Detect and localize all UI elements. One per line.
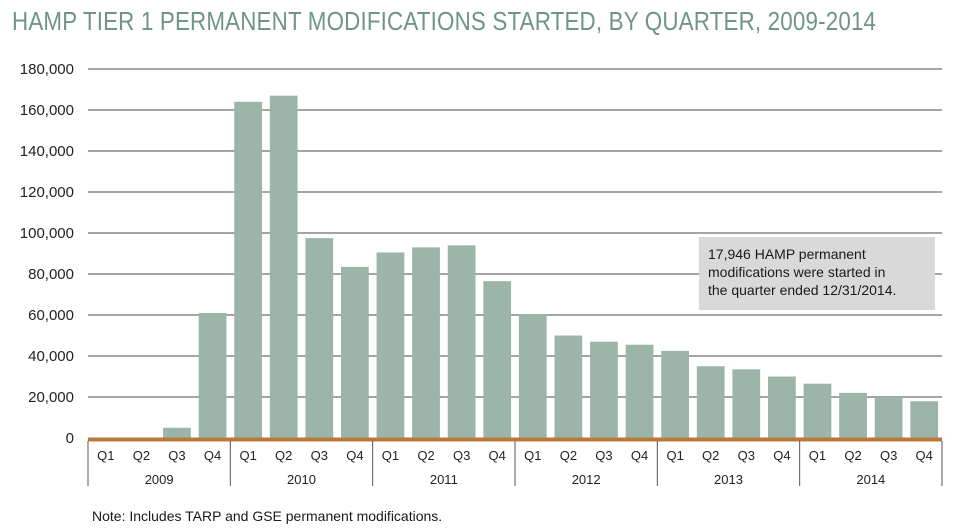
bar <box>590 341 618 438</box>
bar-chart: 0 20,000 40,000 60,000 80,000 100,000 120,000 1… <box>20 61 943 487</box>
y-tick-label: 0 <box>66 430 74 447</box>
x-tick-label: Q1 <box>382 448 399 463</box>
bar <box>412 247 440 438</box>
x-tick-label: Q2 <box>417 448 434 463</box>
x-tick-label: Q3 <box>311 448 328 463</box>
bar <box>803 383 832 438</box>
bar <box>661 350 690 438</box>
y-tick-label: 60,000 <box>28 307 74 324</box>
year-label: 2009 <box>145 472 174 487</box>
bar <box>234 101 263 439</box>
x-tick-label: Q2 <box>275 448 292 463</box>
bar <box>625 344 654 438</box>
x-tick-label: Q2 <box>844 448 861 463</box>
y-tick-label: 80,000 <box>28 266 74 283</box>
bar <box>874 397 903 438</box>
y-tick-label: 40,000 <box>28 348 74 365</box>
x-tick-label: Q1 <box>524 448 541 463</box>
bar <box>767 376 796 438</box>
x-tick-label: Q3 <box>595 448 612 463</box>
x-tick-label: Q1 <box>666 448 683 463</box>
x-tick-label: Q3 <box>168 448 185 463</box>
year-label: 2010 <box>287 472 316 487</box>
bar <box>483 281 512 438</box>
bar <box>447 245 476 438</box>
bar <box>163 427 191 438</box>
bar <box>198 312 227 438</box>
x-axis: Q1 Q2 Q3 Q4 Q1 Q2 Q3 Q4 Q1 Q2 Q3 Q4 Q1 Q2 Q3 Q4 Q1 Q2 Q3 Q4… <box>87 437 943 487</box>
bar <box>340 266 369 438</box>
bar <box>732 369 761 438</box>
annotation-callout: 17,946 HAMP permanent modifications were… <box>699 237 935 310</box>
x-tick-label: Q4 <box>631 448 648 463</box>
y-tick-label: 140,000 <box>20 143 74 160</box>
x-tick-label: Q2 <box>702 448 719 463</box>
bar <box>839 392 867 438</box>
y-tick-label: 20,000 <box>28 389 74 406</box>
bar <box>518 313 547 438</box>
x-tick-label: Q4 <box>773 448 790 463</box>
y-tick-label: 160,000 <box>20 102 74 119</box>
bar <box>554 335 583 438</box>
bars <box>163 95 939 439</box>
chart-note: Note: Includes TARP and GSE permanent mo… <box>92 508 443 524</box>
annotation-line-1: 17,946 HAMP permanent <box>708 246 866 262</box>
bar <box>376 252 405 438</box>
y-tick-label: 100,000 <box>20 225 74 242</box>
y-axis-ticks: 0 20,000 40,000 60,000 80,000 100,000 120,000 1… <box>20 61 74 447</box>
bar <box>269 95 298 439</box>
x-tick-label: Q2 <box>133 448 150 463</box>
year-label: 2014 <box>856 472 885 487</box>
x-tick-label: Q4 <box>916 448 933 463</box>
year-label: 2013 <box>714 472 743 487</box>
x-tick-label: Q4 <box>489 448 506 463</box>
y-tick-label: 180,000 <box>20 61 74 78</box>
bar <box>696 366 725 438</box>
chart-title: HAMP TIER 1 PERMANENT MODIFICATIONS STAR… <box>12 6 877 36</box>
annotation-line-2: modifications were started in <box>708 264 886 280</box>
x-tick-label: Q4 <box>204 448 221 463</box>
x-tick-label: Q4 <box>346 448 363 463</box>
x-tick-label: Q1 <box>239 448 256 463</box>
x-tick-label: Q3 <box>738 448 755 463</box>
year-label: 2012 <box>572 472 601 487</box>
year-label: 2011 <box>430 472 458 487</box>
y-tick-label: 120,000 <box>20 184 74 201</box>
gridlines <box>88 68 942 398</box>
x-tick-label: Q1 <box>97 448 114 463</box>
bar <box>910 401 939 438</box>
bar <box>305 238 334 438</box>
x-tick-label: Q2 <box>560 448 577 463</box>
x-tick-label: Q3 <box>453 448 470 463</box>
annotation-line-3: the quarter ended 12/31/2014. <box>708 282 897 298</box>
x-tick-label: Q3 <box>880 448 897 463</box>
x-tick-label: Q1 <box>809 448 826 463</box>
